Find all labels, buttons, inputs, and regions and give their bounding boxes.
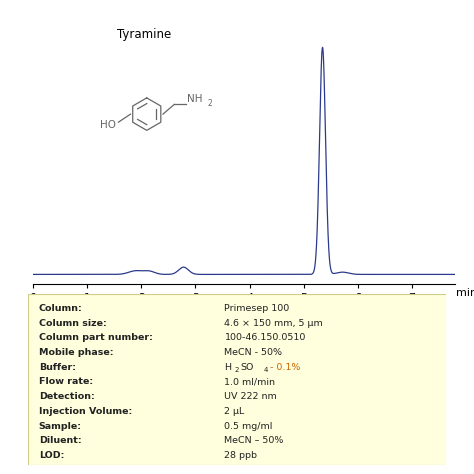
Text: Detection:: Detection: [39, 392, 95, 401]
Text: LOD:: LOD: [39, 451, 64, 460]
Text: Flow rate:: Flow rate: [39, 377, 93, 386]
Text: HO: HO [100, 119, 116, 130]
Text: Column:: Column: [39, 304, 82, 313]
Text: Column size:: Column size: [39, 319, 107, 328]
Text: Column part number:: Column part number: [39, 334, 153, 343]
Text: Primesep 100: Primesep 100 [225, 304, 290, 313]
Text: 4.6 × 150 mm, 5 μm: 4.6 × 150 mm, 5 μm [225, 319, 323, 328]
Text: SO: SO [240, 363, 254, 372]
Text: 2: 2 [207, 99, 212, 108]
Text: - 0.1%: - 0.1% [270, 363, 300, 372]
Text: 28 ppb: 28 ppb [225, 451, 257, 460]
Text: Sample:: Sample: [39, 421, 82, 430]
Text: 1.0 ml/min: 1.0 ml/min [225, 377, 275, 386]
Text: Mobile phase:: Mobile phase: [39, 348, 113, 357]
Text: min: min [456, 288, 474, 298]
Text: H: H [225, 363, 231, 372]
Text: Buffer:: Buffer: [39, 363, 76, 372]
Text: NH: NH [186, 93, 202, 104]
Text: MeCN - 50%: MeCN - 50% [225, 348, 283, 357]
Text: Tyramine: Tyramine [117, 28, 171, 41]
Text: 2 μL: 2 μL [225, 407, 245, 416]
FancyBboxPatch shape [28, 294, 446, 465]
Text: MeCN – 50%: MeCN – 50% [225, 436, 284, 445]
Text: 100-46.150.0510: 100-46.150.0510 [225, 334, 306, 343]
Text: 2: 2 [234, 367, 238, 373]
Text: Diluent:: Diluent: [39, 436, 82, 445]
Text: 0.5 mg/ml: 0.5 mg/ml [225, 421, 273, 430]
Text: 4: 4 [263, 367, 268, 373]
Text: UV 222 nm: UV 222 nm [225, 392, 277, 401]
Text: Injection Volume:: Injection Volume: [39, 407, 132, 416]
